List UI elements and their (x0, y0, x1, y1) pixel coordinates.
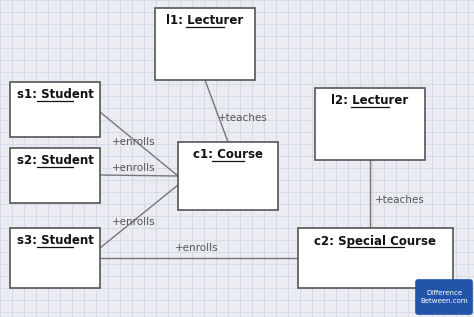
Text: Difference
Between.com: Difference Between.com (420, 290, 468, 304)
Bar (155, 8, 255, 80)
Text: s1: Student: s1: Student (17, 88, 93, 101)
Text: c2: Special Course: c2: Special Course (315, 235, 437, 248)
Bar (178, 142, 278, 210)
Text: s3: Student: s3: Student (17, 235, 93, 248)
Text: c1: Course: c1: Course (193, 148, 263, 161)
FancyBboxPatch shape (416, 280, 472, 314)
Bar (298, 228, 453, 288)
Bar (315, 88, 425, 160)
Bar (10, 148, 100, 203)
Text: l1: Lecturer: l1: Lecturer (166, 15, 244, 28)
Text: l2: Lecturer: l2: Lecturer (331, 94, 409, 107)
Text: +teaches: +teaches (218, 113, 268, 123)
Text: +enrolls: +enrolls (112, 137, 155, 147)
Text: +enrolls: +enrolls (175, 243, 219, 253)
Bar (10, 82, 100, 137)
Text: +enrolls: +enrolls (112, 163, 155, 173)
Text: +teaches: +teaches (375, 195, 425, 205)
Bar (10, 228, 100, 288)
Text: +enrolls: +enrolls (112, 217, 155, 227)
Text: s2: Student: s2: Student (17, 154, 93, 167)
